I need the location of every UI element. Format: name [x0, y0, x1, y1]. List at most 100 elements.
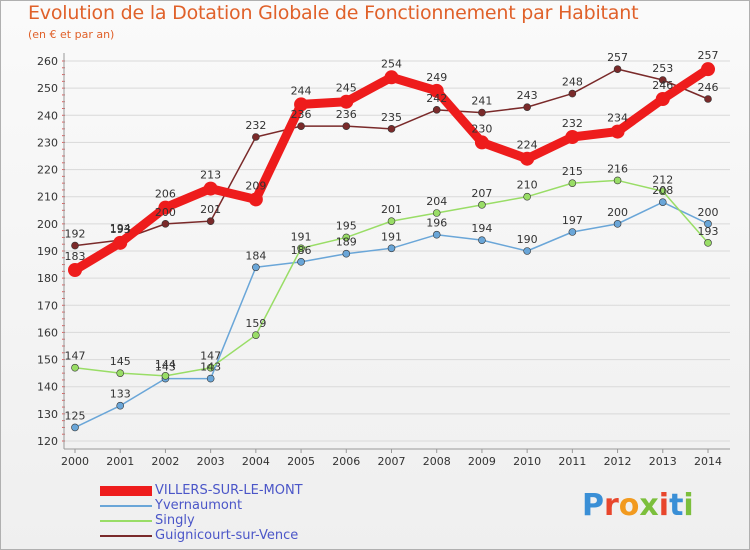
data-point-yvernaumont [71, 423, 79, 432]
legend-swatch [100, 505, 152, 507]
data-point-yvernaumont [342, 249, 351, 258]
legend-swatch [100, 520, 152, 522]
data-point-villers-sur-le-mont [248, 192, 263, 207]
data-point-singly [432, 209, 441, 217]
data-point-guignicourt-sur-vence [252, 133, 260, 141]
y-tick-label: 130 [37, 408, 58, 421]
data-point-yvernaumont [658, 198, 667, 206]
data-point-yvernaumont [116, 401, 125, 410]
data-label-singly: 191 [291, 230, 312, 243]
data-point-guignicourt-sur-vence [206, 217, 215, 225]
x-tick-label: 2001 [106, 455, 134, 468]
legend-label: VILLERS-SUR-LE-MONT [155, 483, 303, 498]
data-point-villers-sur-le-mont [158, 200, 173, 215]
logo-letter: i [658, 488, 670, 523]
x-tick-label: 2005 [287, 455, 315, 468]
data-point-singly [161, 372, 170, 380]
data-point-guignicourt-sur-vence [523, 103, 531, 111]
data-label-singly: 215 [562, 165, 583, 178]
data-label-guignicourt-sur-vence: 248 [562, 76, 583, 89]
y-tick-label: 240 [37, 109, 58, 122]
legend-label: Singly [155, 513, 195, 528]
x-tick-label: 2004 [242, 455, 270, 468]
data-label-yvernaumont: 133 [110, 388, 131, 401]
x-tick-label: 2003 [197, 455, 225, 468]
data-label-singly: 193 [698, 225, 719, 238]
data-point-guignicourt-sur-vence [704, 95, 712, 103]
data-point-villers-sur-le-mont [384, 70, 399, 85]
data-point-guignicourt-sur-vence [342, 122, 351, 130]
data-label-villers-sur-le-mont: 183 [65, 250, 86, 263]
data-label-guignicourt-sur-vence: 235 [381, 111, 402, 124]
x-tick-label: 2000 [61, 455, 89, 468]
data-label-guignicourt-sur-vence: 246 [698, 81, 719, 94]
y-tick-label: 210 [37, 191, 58, 204]
data-label-guignicourt-sur-vence: 243 [517, 89, 538, 102]
data-label-yvernaumont: 190 [517, 233, 538, 246]
data-label-yvernaumont: 186 [291, 244, 312, 257]
data-label-singly: 207 [471, 187, 492, 200]
logo-letter: r [604, 488, 619, 523]
data-label-villers-sur-le-mont: 257 [698, 49, 719, 62]
data-label-singly: 147 [200, 350, 221, 363]
data-label-yvernaumont: 197 [562, 214, 583, 227]
y-tick-label: 190 [37, 245, 58, 258]
x-tick-label: 2002 [151, 455, 179, 468]
data-point-guignicourt-sur-vence [71, 241, 79, 250]
x-tick-label: 2012 [604, 455, 632, 468]
data-point-singly [704, 239, 712, 247]
data-label-singly: 204 [426, 195, 447, 208]
x-tick-label: 2006 [332, 455, 360, 468]
data-label-villers-sur-le-mont: 245 [336, 82, 357, 95]
data-point-guignicourt-sur-vence [613, 65, 622, 73]
data-point-yvernaumont [387, 244, 396, 253]
data-label-singly: 210 [517, 179, 538, 192]
data-label-singly: 147 [65, 350, 86, 363]
data-label-guignicourt-sur-vence: 192 [65, 228, 86, 241]
data-label-villers-sur-le-mont: 232 [562, 117, 583, 130]
data-point-guignicourt-sur-vence [297, 122, 305, 130]
data-point-villers-sur-le-mont [113, 235, 128, 250]
data-label-yvernaumont: 194 [471, 222, 492, 235]
legend-label: Yvernaumont [155, 498, 243, 513]
data-point-yvernaumont [704, 220, 712, 228]
chart-subtitle: (en € et par an) [28, 28, 115, 41]
x-tick-label: 2009 [468, 455, 496, 468]
data-label-villers-sur-le-mont: 224 [517, 139, 538, 152]
data-point-guignicourt-sur-vence [568, 89, 577, 98]
data-point-yvernaumont [297, 258, 305, 266]
data-label-guignicourt-sur-vence: 200 [155, 206, 176, 219]
data-point-singly [523, 192, 531, 201]
y-tick-label: 230 [37, 136, 58, 149]
data-label-villers-sur-le-mont: 193 [110, 223, 131, 236]
y-tick-label: 120 [37, 435, 58, 448]
data-label-guignicourt-sur-vence: 194 [110, 222, 131, 235]
logo-letter: P [582, 488, 604, 523]
data-label-villers-sur-le-mont: 234 [607, 112, 628, 125]
logo-letter: t [669, 488, 684, 523]
data-label-villers-sur-le-mont: 244 [291, 84, 312, 97]
data-point-villers-sur-le-mont [294, 97, 309, 112]
data-label-singly: 144 [155, 358, 176, 371]
data-point-singly [568, 179, 577, 187]
data-label-singly: 159 [245, 317, 266, 330]
data-label-villers-sur-le-mont: 213 [200, 169, 221, 182]
x-tick-label: 2013 [649, 455, 677, 468]
data-point-yvernaumont [613, 220, 622, 228]
data-label-guignicourt-sur-vence: 232 [245, 119, 266, 132]
data-point-guignicourt-sur-vence [161, 220, 170, 228]
data-label-guignicourt-sur-vence: 201 [200, 203, 221, 216]
logo-letter: i [683, 488, 694, 523]
data-point-villers-sur-le-mont [429, 83, 444, 98]
data-point-villers-sur-le-mont [565, 130, 580, 144]
data-point-singly [342, 233, 351, 242]
data-label-singly: 216 [607, 162, 628, 175]
data-label-villers-sur-le-mont: 206 [155, 188, 176, 201]
data-label-guignicourt-sur-vence: 241 [471, 95, 492, 108]
y-tick-label: 170 [37, 299, 58, 312]
data-label-guignicourt-sur-vence: 242 [426, 92, 447, 105]
proxiti-logo: Proxiti [582, 488, 694, 523]
data-label-guignicourt-sur-vence: 257 [607, 51, 628, 64]
x-tick-label: 2014 [694, 455, 722, 468]
